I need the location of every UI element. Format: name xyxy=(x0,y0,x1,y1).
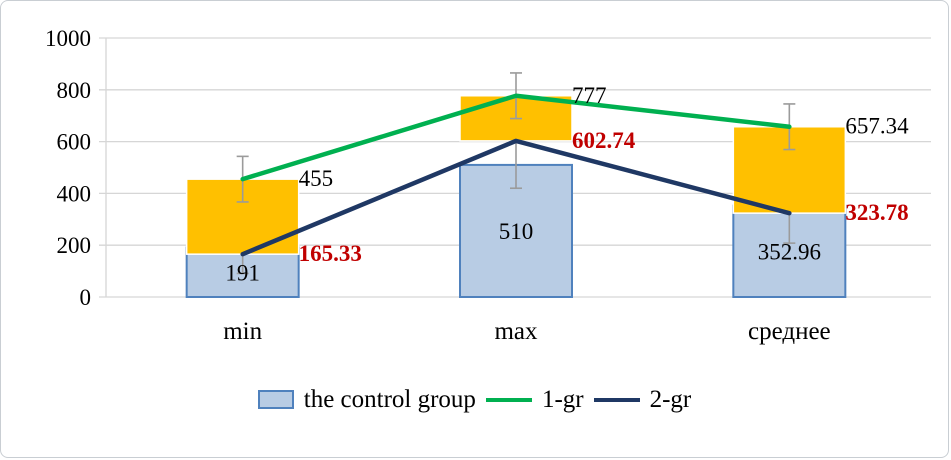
line-data-label-2-gr: 602.74 xyxy=(572,128,636,153)
line-data-label-2-gr: 323.78 xyxy=(845,200,908,225)
line-1-gr xyxy=(240,93,792,182)
line-data-label-2-gr: 165.33 xyxy=(299,241,362,266)
bar-data-label: 510 xyxy=(499,219,534,244)
y-tick-label: 0 xyxy=(80,285,92,310)
bar-data-label: 352.96 xyxy=(758,239,821,264)
legend-swatch-control-group xyxy=(257,390,294,409)
legend-label-1gr: 1-gr xyxy=(541,386,584,413)
legend-swatch-1gr-line xyxy=(485,397,532,402)
x-category-label: min xyxy=(223,318,262,345)
x-category-label: среднее xyxy=(748,318,831,345)
chart-legend: the control group 1-gr 2-gr xyxy=(1,387,948,412)
line-data-label-1-gr: 657.34 xyxy=(845,114,909,139)
y-tick-label: 600 xyxy=(57,130,92,155)
y-tick-label: 1000 xyxy=(45,26,91,51)
y-tick-label: 200 xyxy=(57,233,92,258)
line-data-label-1-gr: 777 xyxy=(572,83,607,108)
y-tick-label: 800 xyxy=(57,78,92,103)
combo-chart-plot: 0 200 400 600 800 1000 191 510 352.96 455 777 657.3… xyxy=(45,26,931,345)
bar-data-label: 191 xyxy=(225,260,260,285)
legend-swatch-2gr-line xyxy=(593,397,640,402)
line-2-gr xyxy=(240,138,792,257)
legend-label-control-group: the control group xyxy=(303,386,476,413)
y-tick-label: 400 xyxy=(57,181,92,206)
line-data-label-1-gr: 455 xyxy=(299,166,334,191)
x-category-label: max xyxy=(494,318,538,345)
legend-label-2gr: 2-gr xyxy=(649,386,692,413)
